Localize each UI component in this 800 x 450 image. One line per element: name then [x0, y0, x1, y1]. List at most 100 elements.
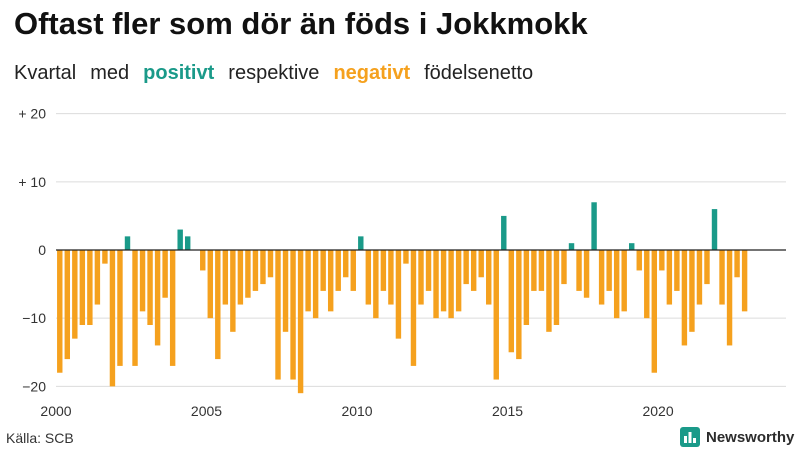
- bar: [72, 250, 78, 339]
- bar: [719, 250, 725, 305]
- bar: [583, 250, 590, 298]
- bar: [365, 250, 372, 305]
- bar: [696, 250, 703, 305]
- y-tick-label: −10: [22, 310, 46, 326]
- bar: [117, 250, 123, 366]
- bar: [651, 250, 658, 373]
- chart-title: Oftast fler som dör än föds i Jokkmokk: [14, 6, 588, 41]
- bar: [230, 250, 236, 332]
- bar: [154, 250, 161, 346]
- bar: [290, 250, 296, 380]
- subtitle-negative-label: negativt: [333, 62, 411, 84]
- bar: [478, 250, 484, 278]
- bar: [591, 202, 597, 250]
- bar: [726, 250, 733, 346]
- bar: [109, 250, 116, 387]
- bar: [320, 250, 326, 291]
- bar: [162, 250, 168, 298]
- subtitle-positive-label: positivt: [143, 62, 215, 84]
- bar: [184, 236, 191, 250]
- bar-chart: + 20 + 10 0 −10 −20 2000 2005 2010 2015 2020: [18, 106, 786, 419]
- bar: [486, 250, 492, 305]
- y-tick-label: −20: [22, 378, 46, 394]
- bar: [139, 250, 146, 312]
- bar: [260, 250, 266, 285]
- bar: [87, 250, 93, 325]
- bar: [335, 250, 341, 291]
- bar: [245, 250, 251, 298]
- bar: [388, 250, 394, 305]
- bar: [681, 250, 688, 346]
- bar: [538, 250, 545, 291]
- bar: [704, 250, 710, 285]
- x-tick-label: 2020: [642, 403, 673, 419]
- bar: [282, 250, 289, 332]
- bar: [448, 250, 454, 319]
- bar: [305, 250, 311, 312]
- bar: [493, 250, 499, 380]
- y-tick-label: 0: [38, 242, 46, 258]
- bar: [403, 250, 409, 264]
- x-tick-label: 2015: [492, 403, 523, 419]
- bar: [629, 243, 635, 250]
- bar: [659, 250, 665, 271]
- bar: [312, 250, 319, 319]
- bar: [418, 250, 424, 305]
- bar: [267, 250, 274, 278]
- bar: [124, 236, 131, 250]
- bar: [169, 250, 176, 366]
- bar: [689, 250, 695, 332]
- bar: [79, 250, 86, 325]
- bar: [222, 250, 229, 305]
- bar: [102, 250, 108, 264]
- subtitle-word: med: [90, 62, 130, 84]
- bar: [425, 250, 432, 291]
- bar: [350, 250, 356, 291]
- bar: [275, 250, 281, 380]
- bar: [734, 250, 740, 278]
- bar: [215, 250, 221, 360]
- bar: [561, 250, 567, 285]
- bar: [200, 250, 206, 271]
- bar: [237, 250, 244, 305]
- bar: [636, 250, 642, 271]
- bar: [674, 250, 680, 291]
- bar: [621, 250, 627, 312]
- bar: [433, 250, 439, 319]
- bar: [613, 250, 620, 319]
- bar: [252, 250, 259, 291]
- bar: [207, 250, 213, 319]
- subtitle-word: respektive: [228, 62, 320, 84]
- bar: [373, 250, 379, 319]
- brand-name: Newsworthy: [706, 428, 795, 446]
- bar: [553, 250, 560, 325]
- bar: [358, 236, 364, 250]
- bar: [147, 250, 153, 325]
- bar: [343, 250, 349, 278]
- newsworthy-logo: Newsworthy: [680, 427, 794, 447]
- bar: [440, 250, 447, 312]
- bar: [508, 250, 515, 353]
- chart-subtitle: Kvartal med positivt respektive negativt föde…: [14, 62, 547, 85]
- bar: [327, 250, 334, 312]
- y-tick-label: + 10: [18, 174, 46, 190]
- bar: [606, 250, 612, 291]
- bar: [455, 250, 462, 312]
- bar: [523, 250, 530, 325]
- bar: [516, 250, 522, 360]
- bar: [501, 215, 507, 250]
- newsworthy-icon: [680, 427, 700, 447]
- bar: [598, 250, 605, 305]
- bar: [531, 250, 537, 291]
- bar: [64, 250, 70, 360]
- x-tick-label: 2010: [341, 403, 372, 419]
- bar: [576, 250, 582, 291]
- bar: [546, 250, 552, 332]
- bar: [94, 250, 101, 305]
- bar: [741, 250, 748, 312]
- bar: [644, 250, 650, 319]
- subtitle-word: Kvartal: [14, 62, 77, 84]
- bar: [470, 250, 477, 291]
- bar: [463, 250, 469, 285]
- bar: [297, 250, 304, 394]
